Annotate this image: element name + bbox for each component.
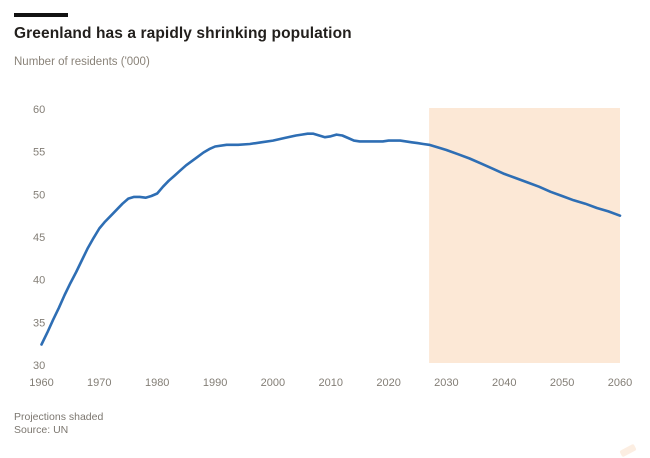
y-axis-tick-label: 60 <box>33 104 45 116</box>
x-axis-tick-label: 1960 <box>29 377 53 389</box>
chart-subtitle: Number of residents ('000) <box>14 56 150 68</box>
y-axis-tick-label: 30 <box>33 360 45 372</box>
y-axis-tick-label: 55 <box>33 147 45 159</box>
y-axis-tick-label: 50 <box>33 189 45 201</box>
chart-footer: Projections shaded Source: UN <box>14 411 103 437</box>
x-axis-tick-label: 2010 <box>319 377 343 389</box>
x-axis-tick-label: 2050 <box>550 377 574 389</box>
title-rule <box>14 13 68 17</box>
y-axis-tick-label: 45 <box>33 232 45 244</box>
x-axis-tick-label: 1980 <box>145 377 169 389</box>
projection-shaded-region <box>429 108 620 363</box>
x-axis-tick-label: 1970 <box>87 377 111 389</box>
x-axis-tick-label: 2040 <box>492 377 516 389</box>
x-axis-tick-label: 1990 <box>203 377 227 389</box>
x-axis-tick-label: 2060 <box>608 377 632 389</box>
y-axis-tick-label: 40 <box>33 275 45 287</box>
x-axis-tick-label: 2000 <box>261 377 285 389</box>
chart-title: Greenland has a rapidly shrinking popula… <box>14 25 352 42</box>
population-line <box>40 132 622 346</box>
projection-note: Projections shaded <box>14 411 104 423</box>
source-note: Source: UN <box>14 424 69 436</box>
y-axis-tick-label: 35 <box>33 317 45 329</box>
x-axis-tick-label: 2020 <box>376 377 400 389</box>
x-axis-tick-label: 2030 <box>434 377 458 389</box>
